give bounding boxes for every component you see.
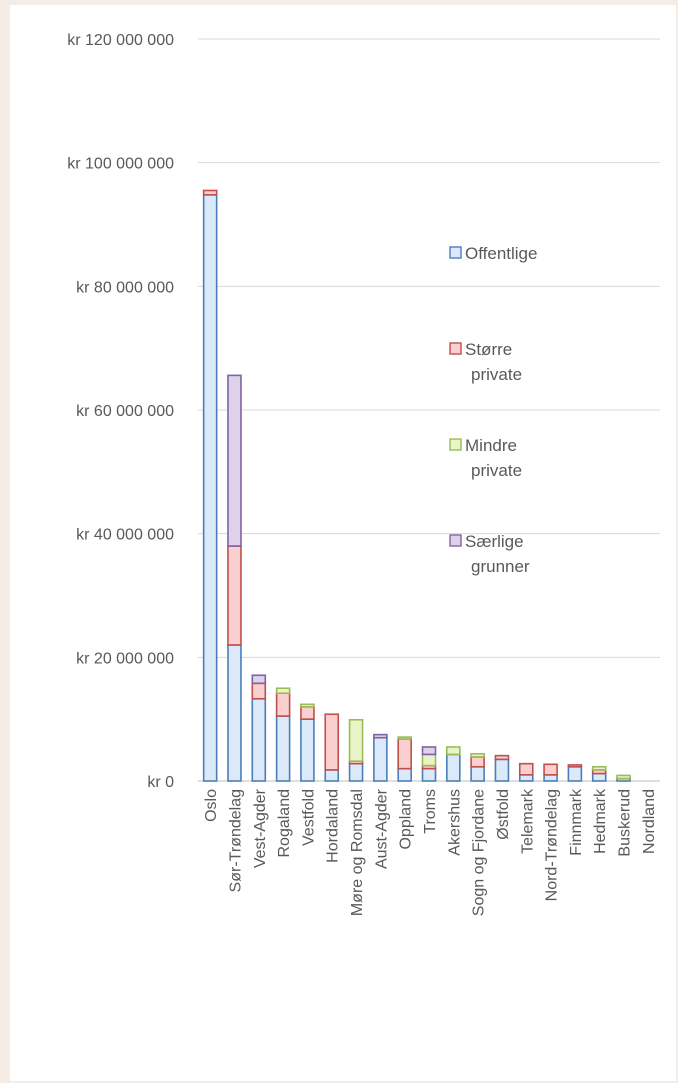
grid-layer <box>198 38 660 782</box>
legend-swatch <box>449 246 462 259</box>
bar-segment <box>227 545 242 646</box>
bar-segment <box>470 752 485 758</box>
bar-segment <box>591 765 607 771</box>
bar-segment <box>567 764 583 768</box>
x-category-label: Vestfold <box>300 789 317 846</box>
x-category-label: Østfold <box>495 789 512 840</box>
bar-segment <box>227 644 242 782</box>
y-tick-label: kr 20 000 000 <box>76 650 174 667</box>
legend-label: private <box>471 461 522 480</box>
bar-segment <box>227 374 242 547</box>
bar-segment <box>421 746 437 756</box>
x-category-label: Sogn og Fjordane <box>471 789 488 916</box>
x-category-label: Hordaland <box>325 789 342 863</box>
bars <box>202 189 631 782</box>
y-axis-ticks: kr 0 kr 20 000 000 kr 40 000 000 kr 60 000 … <box>67 32 174 791</box>
bar-segment <box>591 772 607 782</box>
bar-segment <box>470 756 485 768</box>
bar-segment <box>300 705 315 720</box>
bar-segment <box>300 718 315 782</box>
bar-segment <box>300 703 315 708</box>
y-tick-label: kr 100 000 000 <box>67 156 174 173</box>
legend-item: Offentlige <box>449 244 537 263</box>
x-category-label: Telemark <box>519 788 536 854</box>
legend: Offentlige Større private Mindre private Særl… <box>449 244 537 576</box>
legend-label: private <box>471 365 522 384</box>
x-category-label: Aust-Agder <box>373 788 390 869</box>
bar-segment <box>397 738 412 770</box>
bar-segment <box>251 682 267 700</box>
legend-label: grunner <box>471 557 530 576</box>
x-category-label: Troms <box>422 789 439 834</box>
legend-item: Større private <box>449 340 522 384</box>
bar-segment <box>518 774 534 782</box>
bar-segment <box>446 753 461 782</box>
bar-segment <box>567 765 583 782</box>
x-category-label: Buskerud <box>617 789 634 857</box>
legend-label: Offentlige <box>465 244 537 263</box>
x-category-label: Akershus <box>446 789 463 856</box>
legend-swatch <box>449 438 462 451</box>
bar-segment <box>518 762 534 776</box>
x-axis-category-labels: Oslo Sør-Trøndelag Vest-Agder Rogaland Vestf… <box>203 788 658 916</box>
legend-item: Mindre private <box>449 436 522 480</box>
bar-segment <box>348 762 364 782</box>
y-tick-label: kr 60 000 000 <box>76 403 174 420</box>
bar-segment <box>446 746 461 756</box>
bar-segment <box>324 769 340 782</box>
bar-segment <box>275 715 291 782</box>
x-category-label: Sør-Trøndelag <box>227 789 244 892</box>
bar-segment <box>494 758 510 782</box>
x-category-label: Oslo <box>203 789 220 822</box>
bar-segment <box>397 767 412 782</box>
legend-swatch <box>449 534 462 547</box>
bar-segment <box>348 718 364 763</box>
x-category-label: Rogaland <box>276 789 293 858</box>
bar-segment <box>275 692 291 717</box>
legend-label: Særlige <box>465 532 524 551</box>
bar-segment <box>373 733 388 739</box>
bar-segment <box>251 697 267 782</box>
x-category-label: Oppland <box>398 789 415 850</box>
x-category-label: Vest-Agder <box>252 788 269 868</box>
y-tick-label: kr 0 <box>147 774 174 791</box>
bar-segment <box>543 774 558 782</box>
x-category-label: Nordland <box>641 789 658 854</box>
y-tick-label: kr 80 000 000 <box>76 279 174 296</box>
bar-segment <box>470 765 485 782</box>
bar-segment <box>202 189 218 196</box>
y-tick-label: kr 120 000 000 <box>67 32 174 49</box>
x-category-label: Nord-Trøndelag <box>544 789 561 901</box>
x-category-label: Hedmark <box>592 788 609 854</box>
bar-segment <box>275 687 291 694</box>
bar-segment <box>421 753 437 767</box>
bar-segment <box>373 736 388 782</box>
stacked-bar-chart: kr 0 kr 20 000 000 kr 40 000 000 kr 60 000 … <box>67 32 660 916</box>
x-category-label: Finnmark <box>568 788 585 856</box>
legend-swatch <box>449 342 462 355</box>
chart-panel: kr 0 kr 20 000 000 kr 40 000 000 kr 60 000 … <box>10 5 676 1081</box>
y-tick-label: kr 40 000 000 <box>76 527 174 544</box>
legend-label: Mindre <box>465 436 517 455</box>
bar-segment <box>251 674 267 685</box>
legend-item: Særlige grunner <box>449 532 530 576</box>
bar-segment <box>421 767 437 782</box>
x-category-label: Møre og Romsdal <box>349 789 366 916</box>
bar-segment <box>616 774 631 780</box>
bar-segment <box>397 736 412 740</box>
bar-segment <box>324 713 340 771</box>
bar-segment <box>543 763 558 776</box>
bar-segment <box>202 194 218 782</box>
bar-segment <box>494 754 510 761</box>
legend-label: Større <box>465 340 512 359</box>
